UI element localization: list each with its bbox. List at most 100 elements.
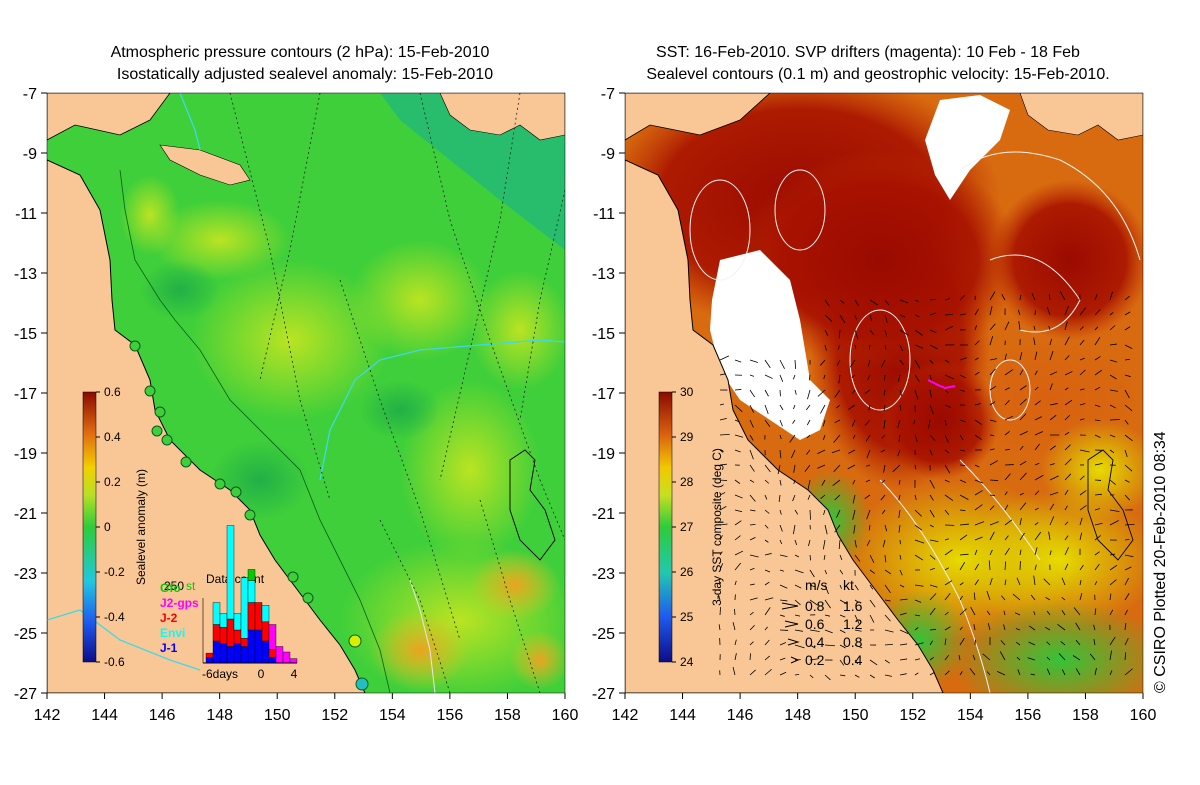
data-count-legend-overlap: st <box>186 579 196 593</box>
left-anomaly-blob <box>470 550 560 620</box>
left-lon-label: 152 <box>321 707 348 724</box>
data-count-bar <box>269 625 276 650</box>
right-lon-label: 148 <box>784 707 811 724</box>
data-count-bar <box>269 649 276 657</box>
velocity-arrow <box>960 465 965 466</box>
right-lon-label: 150 <box>842 707 869 724</box>
right-lat-label: -17 <box>592 386 615 403</box>
left-title-line1: Atmospheric pressure contours (2 hPa): 1… <box>111 44 490 61</box>
velocity-legend-kt: 0.4 <box>843 652 863 668</box>
left-lat-label: -9 <box>23 146 37 163</box>
left-lon-label: 142 <box>34 707 61 724</box>
left-lon-label: 158 <box>494 707 521 724</box>
right-title-line2: Sealevel contours (0.1 m) and geostrophi… <box>646 66 1109 83</box>
data-count-bar <box>227 647 234 664</box>
velocity-arrow <box>720 607 721 615</box>
data-count-bar <box>234 644 241 663</box>
velocity-arrow <box>990 435 994 436</box>
left-lat-label: -7 <box>23 86 37 103</box>
velocity-arrow <box>930 299 935 300</box>
velocity-arrow <box>990 480 998 481</box>
right-cb-label: 24 <box>680 655 694 669</box>
left-lon-label: 156 <box>437 707 464 724</box>
left-anomaly-blob <box>470 270 570 390</box>
right-lon-label: 160 <box>1130 707 1157 724</box>
data-count-bar <box>262 605 269 622</box>
right-title-line1: SST: 16-Feb-2010. SVP drifters (magenta)… <box>656 44 1080 61</box>
left-anomaly-blob <box>350 240 490 360</box>
data-count-bar <box>220 627 227 644</box>
velocity-legend-ms: 0.6 <box>805 616 825 632</box>
velocity-legend-kt: 0.8 <box>843 634 863 650</box>
data-count-xtick: -6days <box>202 667 238 681</box>
velocity-arrow <box>990 495 995 496</box>
right-cb-label: 29 <box>680 430 694 444</box>
right-lat-label: -19 <box>592 446 615 463</box>
left-lat-label: -23 <box>14 566 37 583</box>
left-cb-label: 0.2 <box>104 475 121 489</box>
velocity-arrow <box>975 640 976 645</box>
velocity-arrow <box>810 510 811 520</box>
right-lat-label: -13 <box>592 266 615 283</box>
right-cb-label: 28 <box>680 475 694 489</box>
velocity-arrow <box>735 389 741 390</box>
right-lat-label: -9 <box>601 146 615 163</box>
data-count-bar <box>241 638 248 646</box>
data-count-bar <box>290 659 297 663</box>
data-count-title: Data count <box>206 572 265 586</box>
right-colorbar <box>659 392 672 662</box>
left-anomaly-blob <box>370 610 470 690</box>
left-map-panel: Atmospheric pressure contours (2 hPa): 1… <box>47 44 580 700</box>
data-count-bar <box>248 570 255 581</box>
right-lon-label: 144 <box>669 707 696 724</box>
left-map-area <box>47 93 580 700</box>
data-count-bar <box>234 614 241 631</box>
right-colorbar-label: 3-day SST composite (deg C) <box>710 448 724 606</box>
right-lat-label: -25 <box>592 626 615 643</box>
left-lon-label: 160 <box>552 707 579 724</box>
data-count-bar <box>241 578 248 639</box>
velocity-legend-ms: 0.8 <box>805 598 825 614</box>
data-count-legend-item: Gfo <box>160 581 181 595</box>
right-lat-label: -21 <box>592 506 615 523</box>
data-count-bar <box>227 619 234 647</box>
velocity-arrow <box>734 609 735 615</box>
right-cb-label: 30 <box>680 385 694 399</box>
data-count-bar <box>241 647 248 664</box>
right-lon-label: 152 <box>899 707 926 724</box>
right-lat-label: -15 <box>592 326 615 343</box>
left-lon-label: 154 <box>379 707 406 724</box>
left-lon-label: 148 <box>206 707 233 724</box>
data-count-bar <box>248 581 255 603</box>
velocity-legend-kt: 1.6 <box>843 598 863 614</box>
data-count-bar <box>206 653 213 657</box>
right-sst-blob <box>950 600 1170 720</box>
data-count-legend-item: J-1 <box>160 641 178 655</box>
left-lat-label: -17 <box>14 386 37 403</box>
left-colorbar-label: Sealevel anomaly (m) <box>134 469 148 585</box>
data-count-bar <box>213 625 220 642</box>
data-count-bar <box>213 641 220 663</box>
data-count-bar <box>227 526 234 620</box>
right-map-panel: SST: 16-Feb-2010. SVP drifters (magenta)… <box>600 44 1170 720</box>
left-lon-label: 150 <box>264 707 291 724</box>
velocity-legend-ms: 0.2 <box>805 652 825 668</box>
data-count-legend-item: J-2 <box>160 611 178 625</box>
right-lon-label: 156 <box>1015 707 1042 724</box>
left-lat-label: -21 <box>14 506 37 523</box>
left-cb-label: 0 <box>104 520 111 534</box>
velocity-legend-header-ms: m/s <box>805 577 828 593</box>
data-count-bar <box>213 603 220 625</box>
data-count-bar <box>220 614 227 628</box>
data-count-legend-item: J2-gps <box>160 596 199 610</box>
right-cb-label: 27 <box>680 520 694 534</box>
data-count-bar <box>262 622 269 641</box>
data-count-bar <box>255 630 262 663</box>
data-count-bar <box>276 647 283 664</box>
right-lat-label: -7 <box>601 86 615 103</box>
data-count-bar <box>248 630 255 663</box>
right-lat-label: -23 <box>592 566 615 583</box>
left-lon-label: 144 <box>91 707 118 724</box>
data-count-bar <box>262 641 269 663</box>
right-lon-label: 142 <box>612 707 639 724</box>
